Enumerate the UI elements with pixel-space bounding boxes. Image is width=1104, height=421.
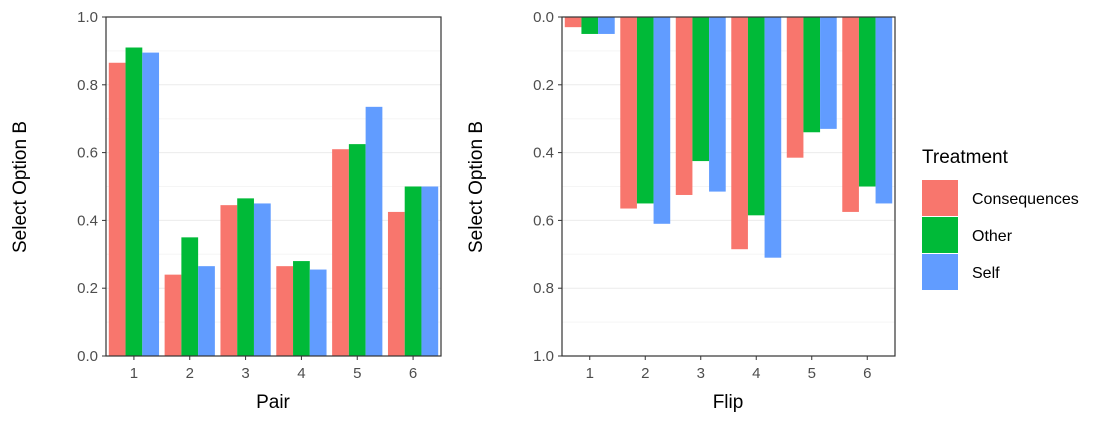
panel2-ytick-label: 0.0 bbox=[533, 9, 554, 26]
panel2-xtick-label: 2 bbox=[641, 365, 649, 382]
panel2-bar-consequences-1 bbox=[564, 17, 582, 28]
panel2-bar-other-6 bbox=[858, 17, 876, 187]
panel2-xtick-label: 6 bbox=[863, 365, 871, 382]
panel1-xtick-label: 4 bbox=[297, 365, 305, 382]
panel2-xtick-label: 4 bbox=[752, 365, 760, 382]
legend-key-self bbox=[922, 254, 958, 290]
panel2-bar-self-6 bbox=[875, 17, 893, 204]
panel1-bar-self-6 bbox=[421, 186, 439, 356]
panel2-xtick-label: 3 bbox=[697, 365, 705, 382]
panel2-bar-self-5 bbox=[820, 17, 837, 129]
panel2-bar-self-2 bbox=[653, 17, 671, 224]
panel1-xtick-label: 1 bbox=[130, 365, 138, 382]
panel1-bar-other-4 bbox=[293, 261, 310, 356]
legend-key-consequences bbox=[922, 180, 958, 216]
panel1-ytick-label: 1.0 bbox=[77, 9, 98, 26]
legend-key-other bbox=[922, 217, 958, 253]
panel1-bar-other-6 bbox=[404, 186, 422, 356]
panel2-bar-other-3 bbox=[692, 17, 710, 162]
panel1-ytick-label: 0.6 bbox=[77, 145, 98, 162]
panel2-bar-other-1 bbox=[581, 17, 599, 34]
panel1-xtick-label: 5 bbox=[353, 365, 361, 382]
panel2-xtick-label: 1 bbox=[586, 365, 594, 382]
panel1-ytick-label: 0.4 bbox=[77, 212, 98, 229]
panel2-ytick-label: 0.4 bbox=[533, 145, 554, 162]
panel2-ytick-label: 1.0 bbox=[533, 348, 554, 365]
panel2-bar-consequences-6 bbox=[842, 17, 859, 212]
panel1-bar-self-5 bbox=[365, 106, 383, 357]
panel1-xtick-label: 6 bbox=[409, 365, 417, 382]
panel2-bar-other-2 bbox=[636, 17, 654, 204]
panel1-xlabel: Pair bbox=[256, 392, 290, 413]
panel1-ytick-label: 0.2 bbox=[77, 280, 98, 297]
panel2-xtick-label: 5 bbox=[808, 365, 816, 382]
panel2-ytick-label: 0.6 bbox=[533, 212, 554, 229]
panel2-bar-self-4 bbox=[764, 17, 782, 258]
panel1-bar-consequences-4 bbox=[276, 266, 294, 356]
panel1-bar-consequences-6 bbox=[387, 211, 405, 356]
panel1-bar-consequences-3 bbox=[220, 205, 238, 356]
panel1-ytick-label: 0.0 bbox=[77, 348, 98, 365]
panel1-bar-other-3 bbox=[237, 198, 254, 356]
panel2-xlabel: Flip bbox=[713, 392, 744, 413]
panel2-bar-consequences-3 bbox=[675, 17, 693, 195]
panel2-bar-consequences-4 bbox=[731, 17, 748, 250]
panel1-xtick-label: 2 bbox=[186, 365, 194, 382]
panel2-bar-self-3 bbox=[709, 17, 726, 192]
panel1-bar-other-2 bbox=[181, 237, 199, 356]
legend-label-consequences: Consequences bbox=[972, 191, 1079, 208]
panel2-ytick-label: 0.8 bbox=[533, 280, 554, 297]
panel2-bar-consequences-2 bbox=[620, 17, 637, 209]
panel1-bar-consequences-5 bbox=[332, 149, 349, 356]
panel1-bar-other-1 bbox=[125, 47, 143, 356]
legend-label-self: Self bbox=[972, 265, 1000, 282]
panel1-ylabel: Select Option B bbox=[10, 121, 31, 253]
panel2-bar-other-5 bbox=[803, 17, 821, 133]
panel1-ytick-label: 0.8 bbox=[77, 77, 98, 94]
panel1-bar-consequences-1 bbox=[108, 62, 126, 356]
panel2-ylabel: Select Option B bbox=[466, 121, 487, 253]
panel2-ytick-label: 0.2 bbox=[533, 77, 554, 94]
panel-1: 0.0 0.2 0.4 0.6 0.8 1.0 1 2 3 4 5 6 bbox=[77, 9, 442, 382]
panel1-border bbox=[105, 16, 442, 357]
panel1-bar-self-1 bbox=[142, 52, 160, 356]
panel2-bar-self-1 bbox=[598, 17, 615, 34]
panel1-bar-self-4 bbox=[309, 269, 327, 356]
panel-2: 0.0 0.2 0.4 0.6 0.8 1.0 1 2 3 4 5 6 bbox=[533, 9, 896, 382]
panel1-bar-consequences-2 bbox=[164, 274, 182, 356]
panel1-bar-self-2 bbox=[198, 266, 215, 356]
panel2-bar-consequences-5 bbox=[786, 17, 804, 158]
panel1-bar-self-3 bbox=[253, 203, 271, 356]
legend-label-other: Other bbox=[972, 228, 1013, 245]
panel2-bar-other-4 bbox=[747, 17, 765, 216]
panel1-bar-other-5 bbox=[348, 144, 366, 356]
panel1-xtick-label: 3 bbox=[241, 365, 249, 382]
legend-title: Treatment bbox=[922, 147, 1009, 168]
panel2-border bbox=[561, 16, 896, 357]
